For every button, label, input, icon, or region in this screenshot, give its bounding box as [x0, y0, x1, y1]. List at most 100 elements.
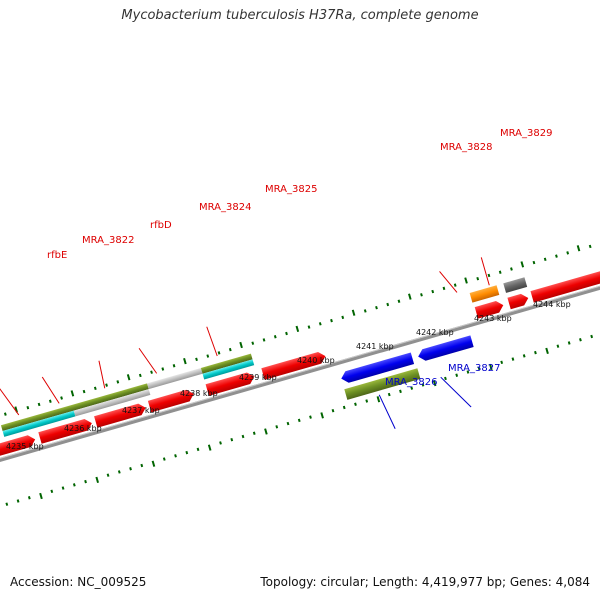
minor-tick — [297, 418, 301, 423]
minor-tick — [330, 318, 333, 323]
minor-tick — [307, 325, 311, 329]
minor-tick — [387, 392, 391, 397]
genome-backbone — [0, 256, 600, 475]
minor-tick — [365, 399, 369, 403]
gene-label[interactable]: MRA_3826 — [385, 377, 437, 388]
scale-label: 4238 kbp — [180, 389, 218, 398]
gene-label[interactable]: rfbE — [47, 250, 67, 261]
minor-tick — [500, 360, 504, 365]
minor-tick — [273, 335, 277, 339]
minor-tick — [590, 334, 594, 339]
minor-tick — [162, 457, 166, 461]
minor-tick — [26, 405, 30, 410]
minor-tick — [61, 486, 65, 490]
reverse-tick-row — [5, 334, 594, 506]
minor-tick — [172, 364, 176, 368]
minor-tick — [150, 370, 153, 374]
major-tick — [432, 379, 437, 387]
minor-tick — [228, 347, 232, 352]
minor-tick — [431, 289, 435, 294]
minor-tick — [185, 450, 189, 455]
cds-arrow[interactable] — [507, 292, 530, 310]
minor-tick — [129, 467, 132, 471]
cog-bar[interactable] — [469, 285, 500, 303]
minor-tick — [60, 396, 63, 400]
cds-arrow[interactable] — [530, 269, 600, 303]
forward-label-leaders — [0, 257, 490, 416]
minor-tick — [72, 483, 76, 487]
cog-bar[interactable] — [200, 353, 253, 374]
major-tick — [320, 412, 324, 419]
cds-arrow[interactable] — [0, 434, 37, 459]
minor-tick — [138, 373, 142, 378]
major-tick — [207, 444, 212, 451]
minor-tick — [386, 302, 390, 307]
minor-tick — [105, 383, 108, 387]
minor-tick — [275, 425, 279, 429]
cds-arrow[interactable] — [205, 371, 256, 396]
minor-tick — [285, 331, 288, 336]
major-tick — [576, 245, 581, 252]
cog-bar[interactable] — [202, 359, 255, 380]
gene-label[interactable]: MRA_3827 — [448, 363, 500, 374]
minor-tick — [588, 244, 592, 249]
cds-arrow[interactable] — [38, 417, 93, 444]
cog-bar[interactable] — [0, 383, 149, 432]
scale-labels: 4235 kbp 4236 kbp 4237 kbp 4238 kbp 4239… — [6, 300, 571, 451]
accession-text: Accession: NC_009525 — [10, 575, 147, 589]
gene-label[interactable]: rfbD — [150, 220, 172, 231]
minor-tick — [510, 267, 513, 271]
cog-bar[interactable] — [147, 367, 203, 390]
minor-tick — [375, 305, 378, 310]
gene-label[interactable]: MRA_3828 — [440, 142, 492, 153]
minor-tick — [195, 357, 198, 362]
cds-arrow[interactable] — [417, 335, 474, 362]
scale-label: 4241 kbp — [356, 342, 394, 351]
cog-bar[interactable] — [503, 277, 528, 293]
reverse-label-leaders — [378, 376, 472, 429]
scale-label: 4239 kbp — [239, 373, 277, 382]
minor-tick — [262, 338, 266, 342]
minor-tick — [556, 344, 560, 348]
minor-tick — [498, 270, 502, 274]
minor-tick — [286, 421, 290, 426]
gene-label[interactable]: MRA_3829 — [500, 128, 552, 139]
major-tick — [151, 460, 156, 467]
minor-tick — [48, 399, 52, 403]
cog-bar[interactable] — [2, 410, 76, 437]
minor-tick — [161, 367, 165, 371]
minor-tick — [174, 454, 177, 458]
minor-tick — [476, 276, 480, 281]
major-tick — [95, 476, 100, 484]
minor-tick — [522, 354, 526, 358]
minor-tick — [217, 351, 221, 355]
scale-label: 4242 kbp — [416, 328, 454, 337]
major-tick — [545, 347, 549, 355]
minor-tick — [37, 402, 41, 407]
cds-arrow[interactable] — [340, 352, 415, 385]
scale-label: 4240 kbp — [297, 356, 335, 365]
forward-cds-row — [0, 269, 600, 459]
major-tick — [489, 363, 493, 371]
minor-tick — [341, 315, 345, 320]
minor-tick — [342, 405, 346, 410]
major-tick — [183, 357, 187, 365]
minor-tick — [477, 367, 481, 371]
minor-tick — [206, 354, 210, 358]
major-tick — [126, 374, 131, 381]
cog-bar[interactable] — [344, 368, 421, 400]
major-tick — [376, 396, 381, 403]
cds-arrow[interactable] — [474, 299, 505, 319]
minor-tick — [567, 341, 571, 345]
cds-arrow[interactable] — [94, 402, 147, 428]
gene-label[interactable]: MRA_3825 — [265, 184, 317, 195]
cds-arrow[interactable] — [147, 388, 196, 413]
cog-bar[interactable] — [73, 389, 151, 417]
minor-tick — [579, 338, 582, 342]
gene-label[interactable]: MRA_3824 — [199, 202, 251, 213]
scale-label: 4236 kbp — [64, 424, 102, 433]
gene-label[interactable]: MRA_3822 — [82, 235, 134, 246]
minor-tick — [241, 434, 245, 439]
cds-arrow[interactable] — [261, 350, 327, 380]
forward-gene-labels: rfbE MRA_3822 rfbD MRA_3824 MRA_3825 MRA… — [47, 128, 552, 261]
